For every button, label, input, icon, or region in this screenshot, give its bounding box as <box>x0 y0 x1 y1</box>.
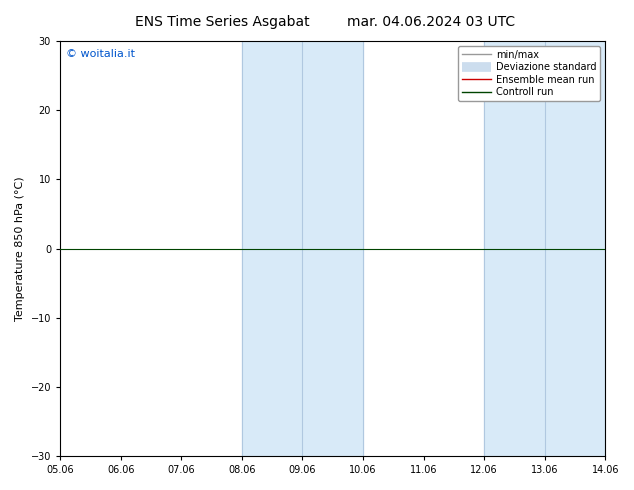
Text: mar. 04.06.2024 03 UTC: mar. 04.06.2024 03 UTC <box>347 15 515 29</box>
Y-axis label: Temperature 850 hPa (°C): Temperature 850 hPa (°C) <box>15 176 25 321</box>
Bar <box>484 41 545 456</box>
Bar <box>242 41 302 456</box>
Bar <box>302 41 363 456</box>
Legend: min/max, Deviazione standard, Ensemble mean run, Controll run: min/max, Deviazione standard, Ensemble m… <box>458 46 600 101</box>
Text: © woitalia.it: © woitalia.it <box>65 49 134 59</box>
Bar <box>545 41 605 456</box>
Text: ENS Time Series Asgabat: ENS Time Series Asgabat <box>134 15 309 29</box>
